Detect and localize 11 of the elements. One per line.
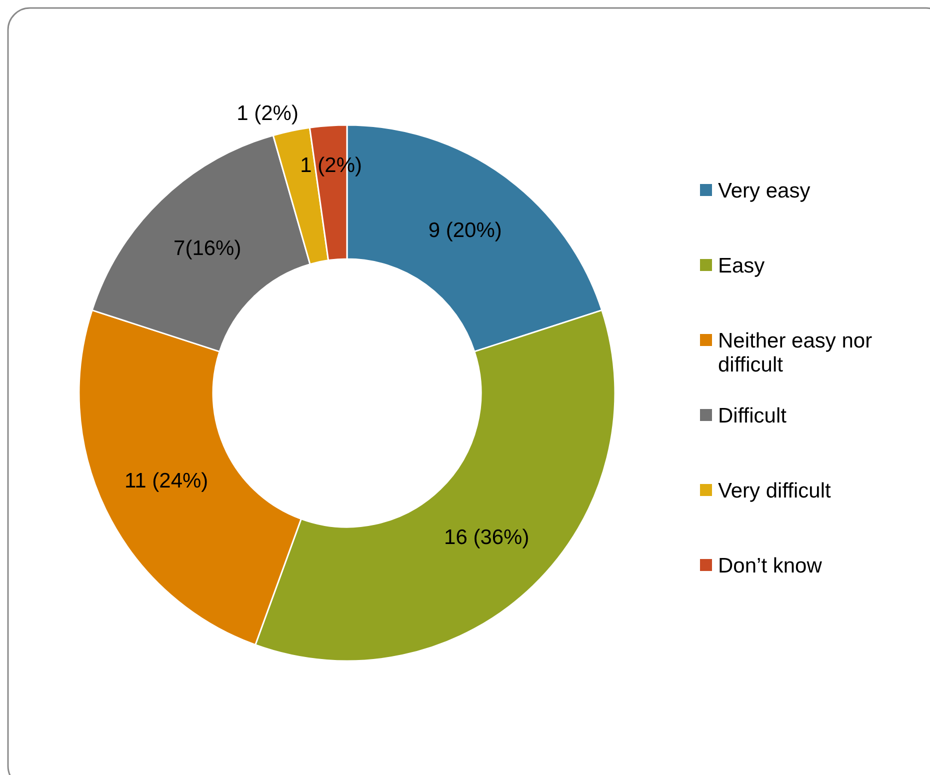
legend-label: Very difficult [718, 479, 831, 502]
legend-label: Neither easy nor difficult [718, 329, 872, 376]
legend-label: Very easy [718, 179, 811, 202]
data-label: 7(16%) [174, 236, 242, 260]
legend-label: Difficult [718, 404, 787, 428]
data-label: 1 (2%) [236, 102, 298, 125]
data-label: 16 (36%) [444, 526, 530, 550]
data-label: 11 (24%) [124, 470, 208, 493]
data-label: 9 (20%) [428, 218, 502, 242]
legend-label: Easy [718, 254, 766, 278]
legend-label: Don’t know [718, 554, 823, 578]
